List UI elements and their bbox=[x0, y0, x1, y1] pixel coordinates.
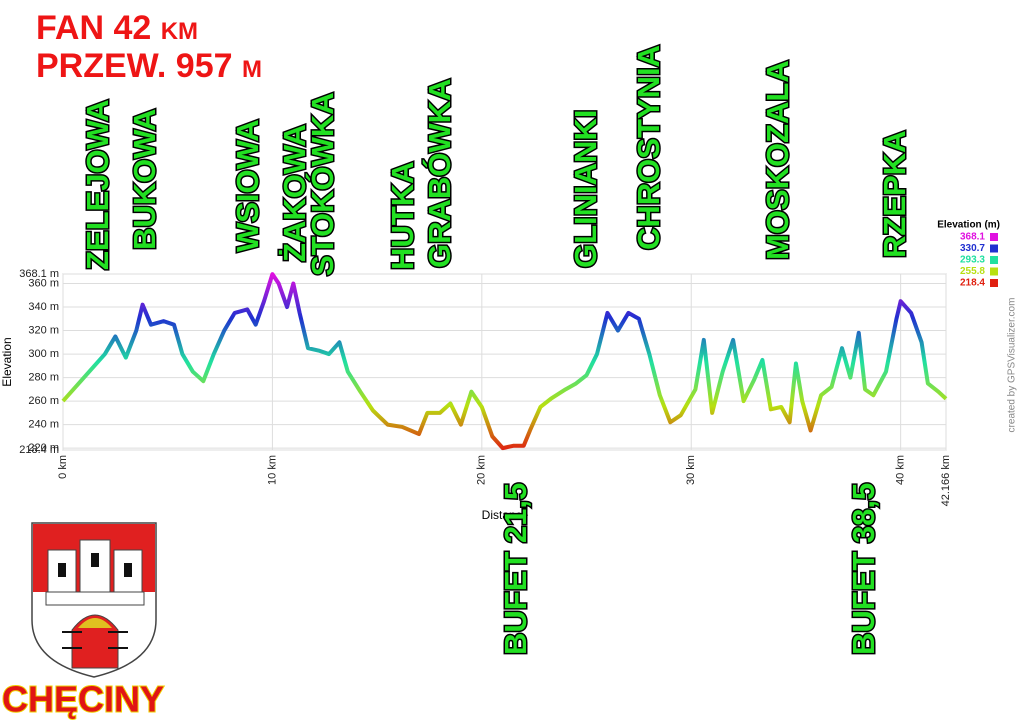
place-label: BUKOWA bbox=[127, 109, 162, 250]
legend-swatch bbox=[990, 233, 998, 241]
place-label: RZEPKA bbox=[877, 131, 912, 258]
y-tick-label: 220 m bbox=[28, 442, 59, 454]
y-tick-label: 260 m bbox=[28, 395, 59, 407]
x-tick-label: 40 km bbox=[895, 455, 907, 485]
place-label: HUTKA bbox=[385, 162, 420, 271]
x-tick-label: 42.166 km bbox=[940, 455, 952, 506]
y-tick-label: 320 m bbox=[28, 324, 59, 336]
x-tick-label: 30 km bbox=[685, 455, 697, 485]
y-tick-label: 240 m bbox=[28, 419, 59, 431]
credit: created by GPSVisualizer.com bbox=[1007, 298, 1018, 433]
coat-of-arms bbox=[31, 522, 157, 678]
y-axis-title: Elevation bbox=[0, 337, 14, 386]
legend-swatch bbox=[990, 244, 998, 253]
y-tick-label: 280 m bbox=[28, 371, 59, 383]
x-tick-label: 0 km bbox=[57, 455, 69, 479]
legend-swatch bbox=[990, 256, 998, 264]
place-label: STOKÓWKA bbox=[304, 92, 340, 276]
place-label: ŻAKOWA bbox=[277, 124, 312, 262]
legend-label: 255.8 bbox=[960, 266, 985, 277]
food-stop-label: BUFET 21,5 bbox=[498, 483, 533, 655]
legend-label: 293.3 bbox=[960, 255, 985, 266]
place-label: GRABÓWKA bbox=[421, 79, 457, 268]
y-tick-label: 218.4 m bbox=[19, 444, 59, 456]
x-tick-label: 10 km bbox=[266, 455, 278, 485]
y-tick-label: 340 m bbox=[28, 301, 59, 313]
y-tick-label: 368.1 m bbox=[19, 268, 59, 280]
place-label: MOSKOZALA bbox=[760, 60, 795, 260]
elevation-line bbox=[61, 272, 948, 451]
place-label: GLINIANKI bbox=[568, 110, 603, 268]
x-tick-label: 20 km bbox=[476, 455, 488, 485]
x-axis-title: Distance bbox=[482, 508, 529, 522]
place-label: CHROSTYNIA bbox=[631, 45, 666, 250]
y-tick-label: 300 m bbox=[28, 348, 59, 360]
legend-swatch bbox=[990, 279, 998, 287]
chart-title: FAN 42 km bbox=[36, 9, 198, 47]
legend-label: 218.4 bbox=[960, 278, 985, 289]
town-name: CHĘCINY bbox=[2, 679, 164, 720]
legend-swatch bbox=[990, 267, 998, 276]
legend-label: 368.1 bbox=[960, 232, 985, 243]
legend-title: Elevation (m) bbox=[937, 220, 1000, 231]
chart-subtitle: PRZEW. 957 m bbox=[36, 47, 262, 85]
place-label: WSIOWA bbox=[230, 119, 265, 252]
food-stop-label: BUFET 38,5 bbox=[846, 483, 881, 655]
place-label: ZELEJOWA bbox=[80, 99, 115, 270]
legend-label: 330.7 bbox=[960, 243, 985, 254]
y-tick-label: 360 m bbox=[28, 277, 59, 289]
